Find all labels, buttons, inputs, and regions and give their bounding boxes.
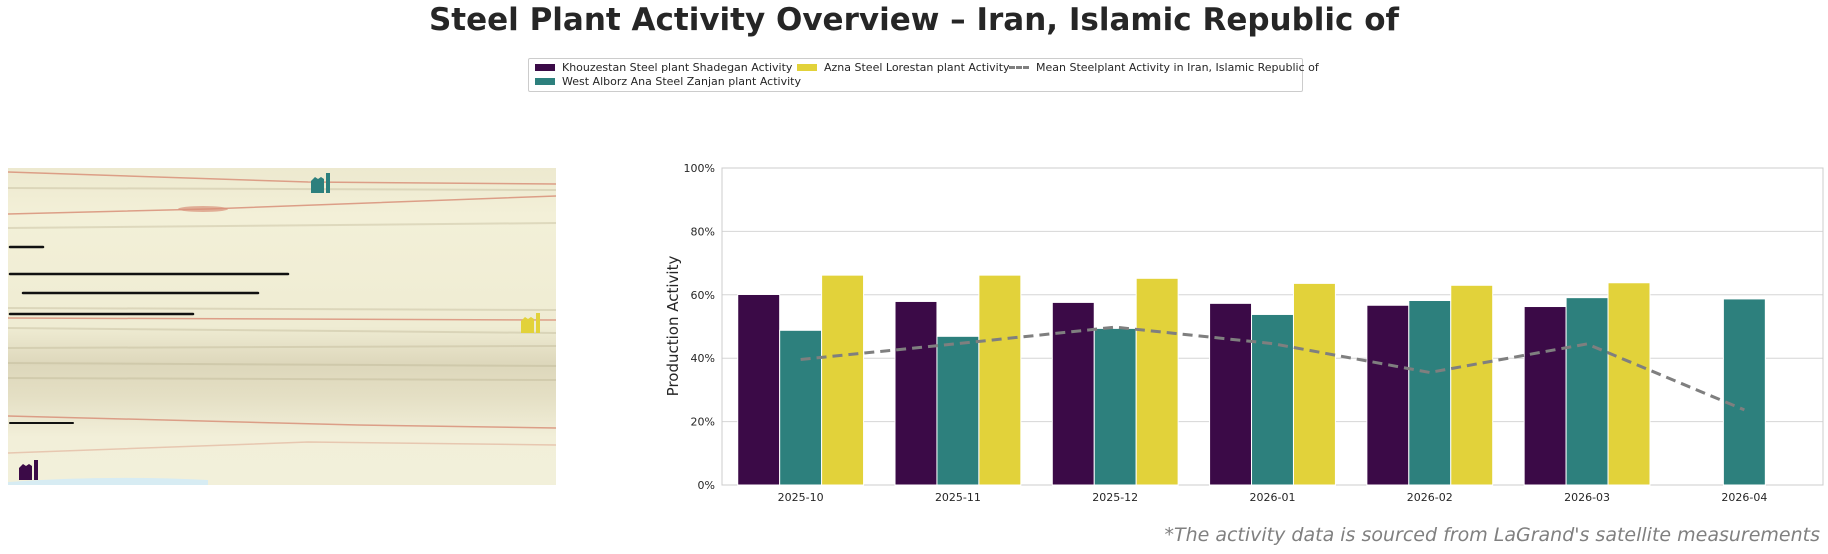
legend-dash xyxy=(1009,66,1029,69)
x-tick-label: 2026-01 xyxy=(1250,491,1296,504)
legend: Khouzestan Steel plant Shadegan Activity… xyxy=(528,58,1319,92)
factory-icon xyxy=(521,313,540,333)
x-tick-label: 2025-10 xyxy=(778,491,824,504)
x-tick-label: 2026-02 xyxy=(1407,491,1453,504)
factory-icon xyxy=(19,460,38,480)
footnote: *The activity data is sourced from LaGra… xyxy=(1164,524,1820,546)
bar-2025-10 xyxy=(737,293,781,486)
bar-2025-10 xyxy=(821,274,865,486)
y-tick-label: 40% xyxy=(691,352,715,365)
legend-swatch xyxy=(797,64,817,71)
bar-2025-11 xyxy=(978,274,1022,486)
bar-2026-03 xyxy=(1607,282,1651,486)
bar-2025-10 xyxy=(779,329,823,486)
legend-label: Azna Steel Lorestan plant Activity xyxy=(824,61,1010,74)
bar-2025-11 xyxy=(894,300,938,486)
legend-item-azna: Azna Steel Lorestan plant Activity xyxy=(797,61,1010,74)
bar-2025-12 xyxy=(1093,327,1137,486)
chart-title: Steel Plant Activity Overview – Iran, Is… xyxy=(428,2,1400,38)
bar-2026-03 xyxy=(1523,306,1567,486)
x-tick-label: 2026-04 xyxy=(1721,491,1767,504)
factory-marker-azna[interactable] xyxy=(521,313,540,333)
y-tick-label: 0% xyxy=(698,479,715,492)
y-tick-label: 100% xyxy=(684,162,715,175)
bar-2026-01 xyxy=(1292,282,1336,486)
factory-marker-west-alborz[interactable] xyxy=(311,173,330,193)
x-tick-label: 2026-03 xyxy=(1564,491,1610,504)
bar-2026-02 xyxy=(1366,304,1410,486)
y-axis-label: Production Activity xyxy=(664,255,682,397)
map xyxy=(8,168,556,485)
bar-2026-02 xyxy=(1408,300,1452,486)
legend-item-khouzestan: Khouzestan Steel plant Shadegan Activity xyxy=(535,61,792,74)
bar-2026-02 xyxy=(1450,284,1494,486)
legend-label: Mean Steelplant Activity in Iran, Islami… xyxy=(1036,61,1319,74)
y-tick-label: 60% xyxy=(691,289,715,302)
legend-label: Khouzestan Steel plant Shadegan Activity xyxy=(562,61,793,74)
x-tick-label: 2025-12 xyxy=(1092,491,1138,504)
legend-swatch xyxy=(535,64,555,71)
bar-2025-12 xyxy=(1135,277,1179,486)
legend-label: West Alborz Ana Steel Zanjan plant Activ… xyxy=(562,75,801,88)
y-tick-label: 80% xyxy=(691,225,715,238)
x-tick-label: 2025-11 xyxy=(935,491,981,504)
factory-marker-khouzestan[interactable] xyxy=(19,460,38,480)
bar-2026-03 xyxy=(1565,297,1609,486)
legend-item-mean: Mean Steelplant Activity in Iran, Islami… xyxy=(1009,61,1319,74)
bar-2026-04 xyxy=(1722,298,1766,486)
bar-2026-01 xyxy=(1251,313,1294,486)
legend-item-west-alborz: West Alborz Ana Steel Zanjan plant Activ… xyxy=(535,75,801,88)
bar-2025-11 xyxy=(936,335,980,486)
factory-icon xyxy=(311,173,330,193)
bar-2026-01 xyxy=(1209,302,1253,486)
legend-swatch xyxy=(535,78,555,85)
y-tick-label: 20% xyxy=(691,416,715,429)
